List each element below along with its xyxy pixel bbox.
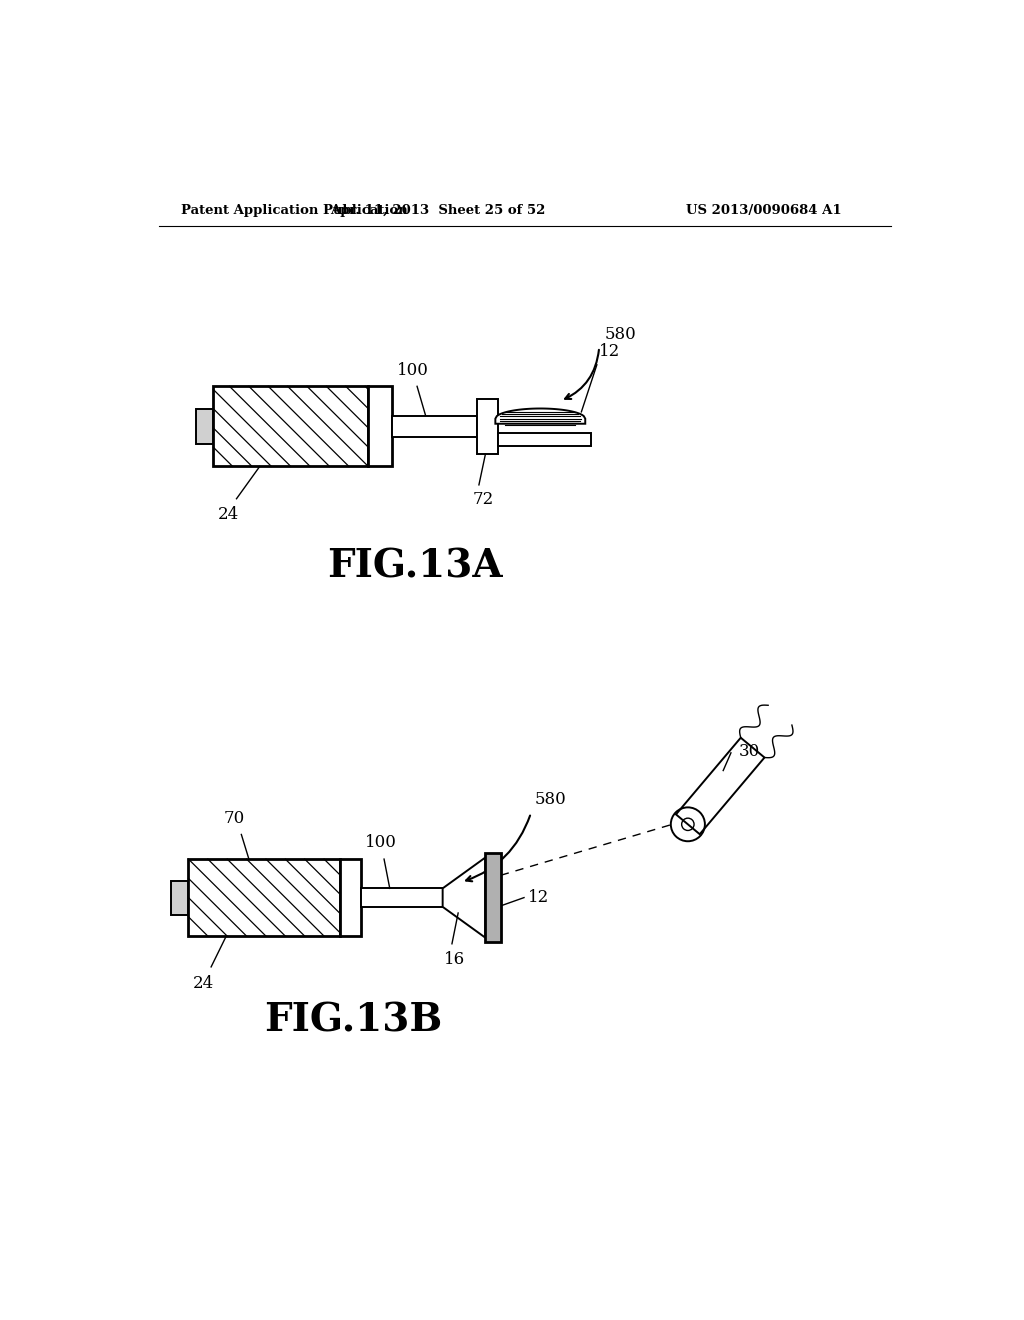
- Text: 100: 100: [397, 362, 429, 379]
- Polygon shape: [340, 859, 361, 936]
- Polygon shape: [499, 433, 592, 446]
- Text: FIG.13A: FIG.13A: [327, 548, 503, 586]
- Text: 12: 12: [599, 343, 621, 360]
- Text: FIG.13B: FIG.13B: [263, 1002, 442, 1040]
- Polygon shape: [442, 858, 485, 937]
- Text: 580: 580: [604, 326, 636, 343]
- Polygon shape: [496, 408, 586, 424]
- Polygon shape: [391, 416, 477, 437]
- Text: 580: 580: [535, 791, 566, 808]
- Polygon shape: [477, 399, 499, 454]
- Polygon shape: [369, 387, 391, 466]
- Text: 30: 30: [738, 743, 760, 760]
- Polygon shape: [485, 853, 501, 942]
- Text: Patent Application Publication: Patent Application Publication: [180, 205, 408, 218]
- Text: 100: 100: [365, 834, 396, 851]
- Text: Apr. 11, 2013  Sheet 25 of 52: Apr. 11, 2013 Sheet 25 of 52: [331, 205, 546, 218]
- Polygon shape: [213, 387, 369, 466]
- Text: 12: 12: [528, 890, 549, 906]
- Text: 72: 72: [472, 491, 494, 508]
- Text: 70: 70: [223, 809, 245, 826]
- Polygon shape: [171, 880, 188, 915]
- Text: 16: 16: [443, 952, 465, 969]
- Polygon shape: [197, 409, 213, 444]
- Text: 24: 24: [193, 974, 214, 991]
- Text: 24: 24: [218, 507, 240, 524]
- Text: US 2013/0090684 A1: US 2013/0090684 A1: [686, 205, 842, 218]
- Polygon shape: [361, 888, 442, 907]
- Polygon shape: [188, 859, 340, 936]
